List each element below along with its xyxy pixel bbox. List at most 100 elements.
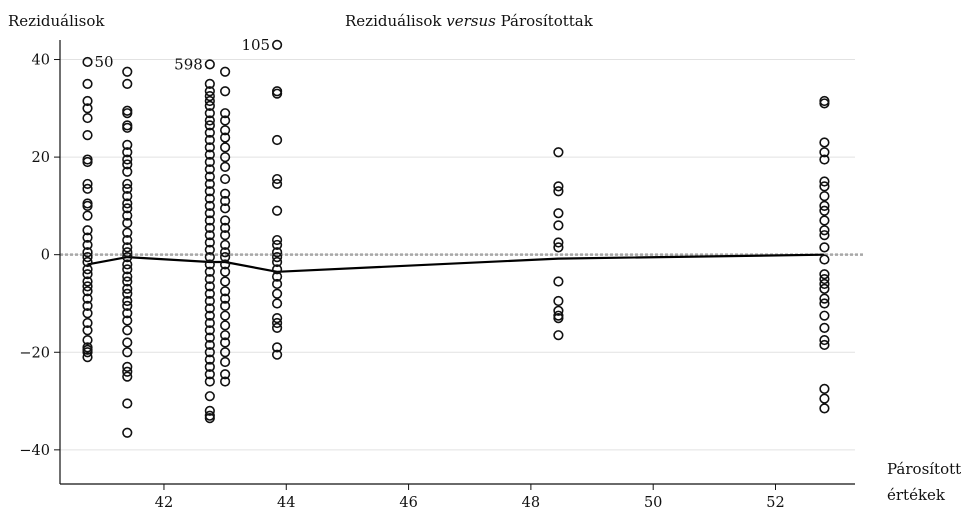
data-point-2-6 [204, 108, 215, 119]
data-point-0-21 [82, 276, 93, 287]
data-point-0-16 [82, 247, 93, 258]
data-point-2-4 [204, 95, 215, 107]
data-point-4-2 [271, 88, 283, 99]
data-point-1-22 [122, 252, 133, 263]
data-point-6-23 [819, 334, 830, 346]
data-point-2-26 [204, 252, 215, 263]
y-tick-label--20: −20 [19, 345, 50, 361]
data-point-1-0 [122, 66, 133, 77]
x-tick-label-48: 48 [522, 495, 540, 511]
data-point-1-11 [122, 178, 133, 190]
data-point-5-4 [553, 220, 564, 231]
data-point-0-27 [82, 317, 93, 329]
data-point-3-28 [220, 337, 231, 348]
data-point-3-30 [220, 356, 231, 368]
data-point-5-1 [553, 181, 564, 192]
data-point-0-3 [82, 103, 93, 114]
data-point-3-9 [220, 173, 231, 185]
data-point-0-8 [82, 178, 93, 190]
data-point-0-33 [82, 352, 93, 363]
data-point-4-5 [271, 178, 283, 190]
chart-title-italic: versus [446, 12, 496, 30]
data-point-3-32 [220, 376, 231, 387]
data-point-3-3 [220, 115, 231, 126]
data-point-4-15 [271, 288, 283, 299]
data-point-0-5 [82, 130, 93, 141]
axes: −40 −20 0 20 40 42 44 46 48 50 52 [19, 40, 855, 511]
data-point-0-20 [82, 269, 93, 280]
data-point-6-13 [819, 242, 830, 253]
data-point-4-6 [271, 205, 283, 216]
data-point-3-0 [220, 66, 231, 77]
x-tick-label-46: 46 [399, 495, 417, 511]
data-point-1-38 [122, 371, 133, 382]
smooth-line [87, 253, 825, 273]
x-tick-label-42: 42 [155, 495, 173, 511]
data-point-1-29 [122, 295, 133, 307]
data-point-3-8 [220, 161, 231, 172]
data-point-1-20 [122, 242, 133, 253]
data-point-3-26 [220, 320, 231, 331]
data-point-5-12 [553, 330, 564, 341]
data-point-1-39 [122, 398, 133, 409]
data-point-4-18 [271, 317, 283, 329]
data-point-1-21 [122, 247, 133, 258]
data-point-6-5 [819, 176, 830, 187]
data-point-1-9 [122, 159, 133, 170]
data-point-3-17 [220, 247, 231, 258]
y-tick-label-40: 40 [32, 53, 50, 69]
data-point-0-32 [82, 347, 93, 358]
chart-title: Reziduálisok versus Párosítottak [345, 12, 594, 30]
data-point-0-4 [82, 112, 93, 124]
data-point-6-21 [819, 310, 830, 321]
data-point-0-14 [82, 232, 93, 243]
data-point-6-17 [819, 278, 830, 290]
data-point-1-36 [122, 361, 133, 373]
data-point-2-31 [204, 288, 215, 299]
data-point-2-22 [204, 222, 215, 233]
data-point-2-36 [204, 325, 215, 336]
annotation-50: 50 [95, 53, 114, 71]
data-point-3-13 [220, 215, 231, 226]
data-point-1-8 [122, 154, 133, 165]
data-point-0-26 [82, 308, 93, 319]
data-point-3-10 [220, 188, 231, 199]
x-tick-label-50: 50 [644, 495, 662, 511]
data-point-4-20 [271, 342, 283, 353]
data-point-1-30 [122, 300, 133, 312]
data-point-3-23 [220, 293, 231, 304]
data-point-2-8 [204, 120, 215, 131]
data-point-5-2 [553, 186, 564, 197]
y-axis-label: Reziduálisok [8, 12, 105, 30]
data-point-2-3 [204, 91, 215, 102]
data-point-6-15 [819, 269, 830, 280]
annotation-598: 598 [174, 55, 203, 73]
data-point-5-7 [553, 276, 564, 287]
data-point-2-18 [204, 193, 215, 204]
data-point-4-0 [271, 39, 283, 50]
data-point-6-9 [819, 205, 830, 216]
data-point-1-16 [122, 210, 133, 221]
data-point-4-11 [271, 256, 283, 268]
data-point-2-44 [204, 391, 215, 402]
y-tick-label-20: 20 [32, 150, 50, 166]
data-point-1-1 [122, 78, 133, 90]
data-point-2-32 [204, 295, 215, 307]
data-point-1-15 [122, 203, 133, 214]
data-point-0-17 [82, 252, 93, 263]
data-point-6-10 [819, 215, 830, 226]
data-point-0-12 [82, 210, 93, 221]
data-point-5-3 [553, 208, 564, 219]
data-point-2-40 [204, 354, 215, 365]
data-point-1-40 [122, 427, 133, 438]
data-point-0-19 [82, 264, 93, 275]
data-point-3-29 [220, 347, 231, 358]
data-point-4-14 [271, 278, 283, 290]
data-point-1-35 [122, 347, 133, 358]
data-point-3-4 [220, 125, 231, 136]
data-point-4-12 [271, 264, 283, 275]
data-point-2-24 [204, 237, 215, 248]
data-point-6-25 [819, 383, 830, 394]
data-point-0-9 [82, 183, 93, 194]
data-point-6-8 [819, 200, 830, 211]
